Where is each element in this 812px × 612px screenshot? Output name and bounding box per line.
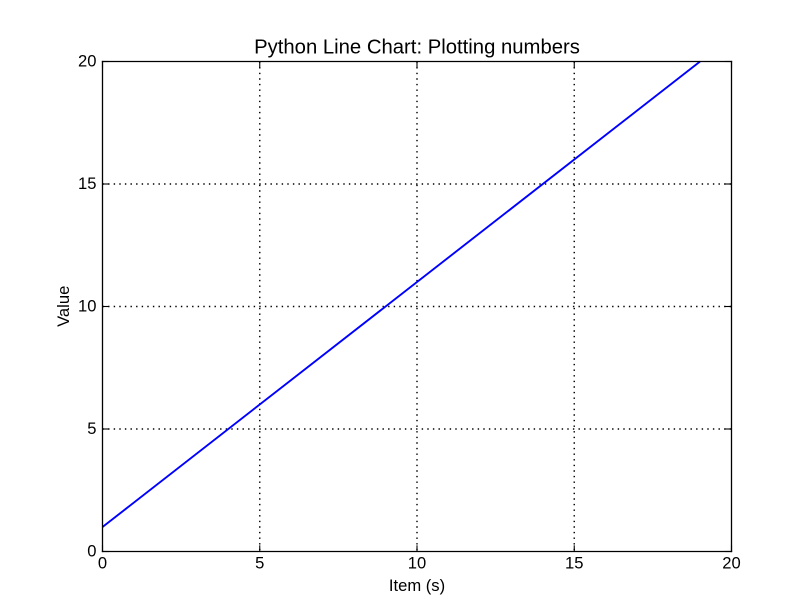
svg-text:Value: Value bbox=[54, 286, 73, 327]
svg-text:0: 0 bbox=[87, 541, 96, 560]
svg-text:5: 5 bbox=[87, 419, 96, 438]
svg-text:Item (s): Item (s) bbox=[389, 576, 445, 595]
svg-text:15: 15 bbox=[565, 554, 583, 573]
svg-text:10: 10 bbox=[78, 296, 96, 315]
svg-text:20: 20 bbox=[722, 554, 740, 573]
svg-text:Python Line Chart: Plotting nu: Python Line Chart: Plotting numbers bbox=[254, 36, 580, 58]
svg-text:10: 10 bbox=[408, 554, 426, 573]
svg-text:15: 15 bbox=[78, 174, 96, 193]
svg-text:20: 20 bbox=[78, 51, 96, 70]
svg-text:0: 0 bbox=[98, 554, 107, 573]
svg-text:5: 5 bbox=[255, 554, 264, 573]
